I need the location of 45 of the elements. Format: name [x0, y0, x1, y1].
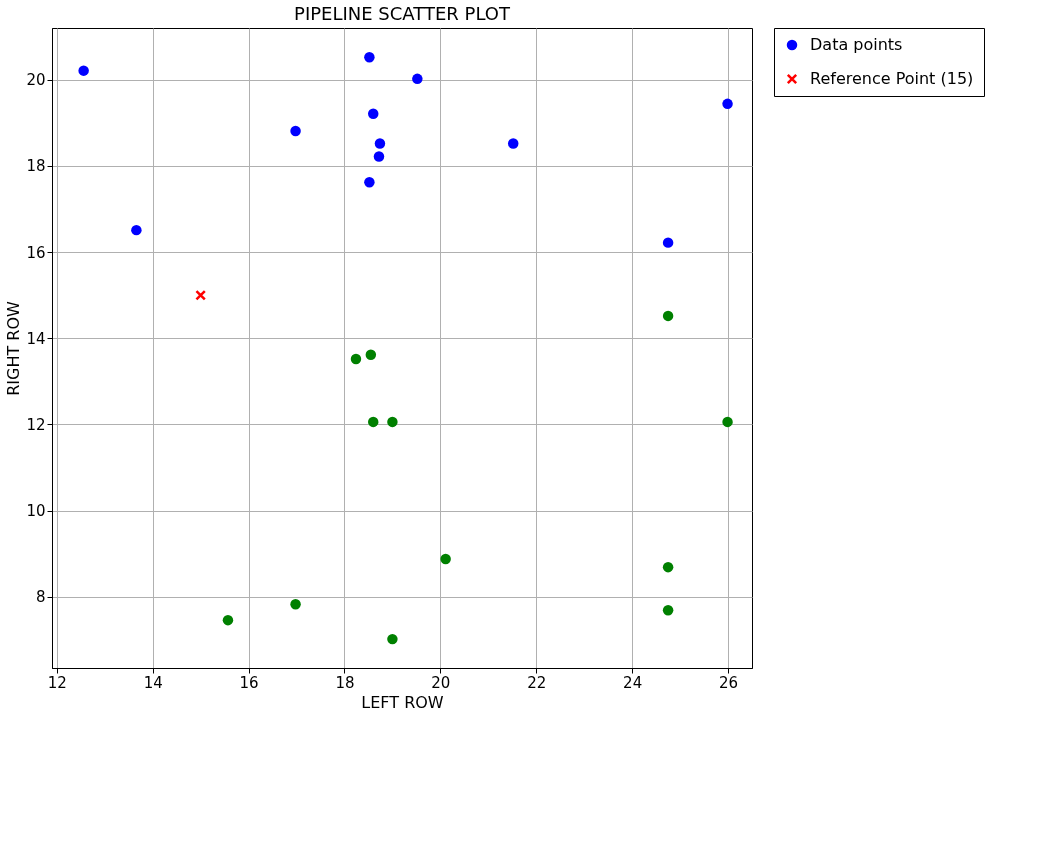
point	[387, 416, 398, 428]
y-axis-title: RIGHT ROW	[4, 300, 24, 396]
x-tick-label: 12	[47, 673, 67, 692]
point	[350, 353, 362, 365]
point	[662, 237, 674, 248]
point	[373, 151, 385, 162]
y-tick-label: 12	[26, 416, 46, 434]
x-tick-label: 16	[239, 673, 259, 692]
y-tick-label: 18	[26, 157, 46, 176]
x-axis-title: LEFT ROW	[361, 692, 444, 712]
point	[364, 177, 375, 188]
point	[367, 416, 379, 428]
point	[722, 98, 733, 110]
y-tick-label: 14	[26, 329, 46, 348]
point	[364, 52, 375, 63]
point	[412, 73, 423, 85]
point	[290, 125, 301, 137]
point	[222, 614, 234, 626]
x-tick-label: 18	[335, 673, 355, 692]
x-tick-label: 24	[623, 673, 643, 692]
x-tick-label: 22	[527, 673, 547, 692]
point	[195, 289, 207, 301]
point	[131, 224, 142, 236]
point	[290, 598, 301, 610]
point	[365, 349, 377, 360]
x-tick-label: 26	[718, 673, 739, 692]
point	[440, 553, 451, 565]
point	[507, 138, 519, 149]
x-tick-label: 20	[431, 673, 451, 692]
point	[78, 65, 89, 76]
legend-label: Data points	[810, 35, 903, 54]
point	[662, 310, 674, 322]
point	[367, 108, 379, 119]
y-tick-label: 20	[26, 71, 46, 90]
legend-label: Reference Point (15)	[810, 69, 974, 88]
point	[662, 561, 674, 573]
point	[374, 138, 386, 149]
y-tick-label: 10	[26, 502, 46, 521]
y-tick-label: 8	[35, 588, 46, 607]
point	[662, 605, 674, 616]
y-tick-label: 16	[26, 243, 46, 262]
point	[722, 416, 733, 428]
chart-title: PIPELINE SCATTER PLOT	[294, 3, 511, 24]
point	[387, 633, 398, 645]
x-tick-label: 14	[143, 673, 163, 692]
